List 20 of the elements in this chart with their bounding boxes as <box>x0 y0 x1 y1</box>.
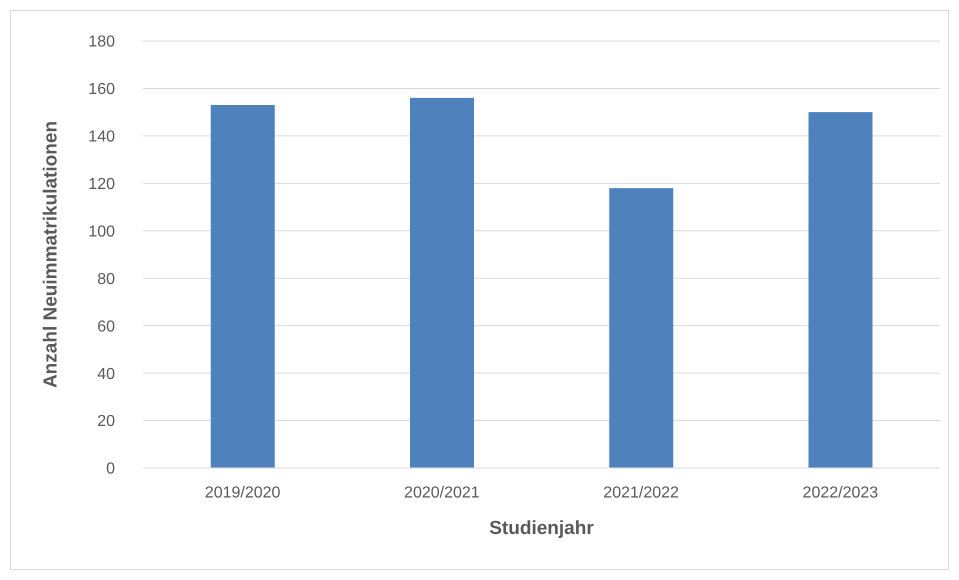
y-tick-label: 100 <box>88 223 116 240</box>
y-tick-label: 180 <box>88 34 116 51</box>
y-axis-title: Anzahl Neuimmatrikulationen <box>40 120 62 388</box>
x-tick-label: 2019/2020 <box>204 484 281 502</box>
y-tick-label: 20 <box>97 413 116 430</box>
bar <box>808 112 872 468</box>
bar <box>609 188 674 468</box>
x-axis-title: Studienjahr <box>489 518 594 539</box>
y-tick-label: 120 <box>88 176 116 194</box>
bar <box>410 98 474 468</box>
y-tick-label: 60 <box>97 318 116 336</box>
x-tick-label: 2020/2021 <box>404 484 480 502</box>
y-tick-label: 160 <box>88 81 116 98</box>
x-tick-label: 2021/2022 <box>603 484 680 502</box>
y-tick-label: 0 <box>106 460 116 478</box>
y-tick-label: 80 <box>97 270 116 288</box>
y-tick-label: 40 <box>97 366 116 383</box>
y-tick-label: 140 <box>88 128 116 146</box>
x-tick-label: 2022/2023 <box>802 484 878 502</box>
bar <box>210 105 275 468</box>
